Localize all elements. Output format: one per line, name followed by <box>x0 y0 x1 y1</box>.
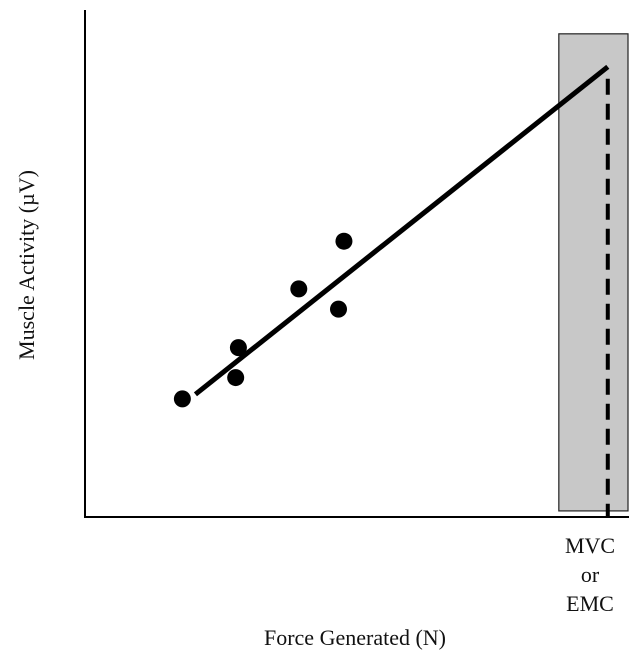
marker-label-line-1: MVC <box>565 533 615 558</box>
x-axis-label: Force Generated (N) <box>264 625 446 650</box>
y-axis-label: Muscle Activity (µV) <box>14 170 39 360</box>
data-points <box>173 232 353 408</box>
data-point-3 <box>229 339 247 357</box>
data-point-5 <box>330 300 348 318</box>
fit-line <box>193 64 610 397</box>
data-point-1 <box>173 390 191 408</box>
data-point-2 <box>227 369 245 387</box>
marker-label-line-2: or <box>581 562 600 587</box>
shaded-region <box>558 33 629 512</box>
data-point-4 <box>290 280 308 298</box>
data-point-6 <box>335 232 353 250</box>
marker-label-line-3: EMC <box>566 591 614 616</box>
